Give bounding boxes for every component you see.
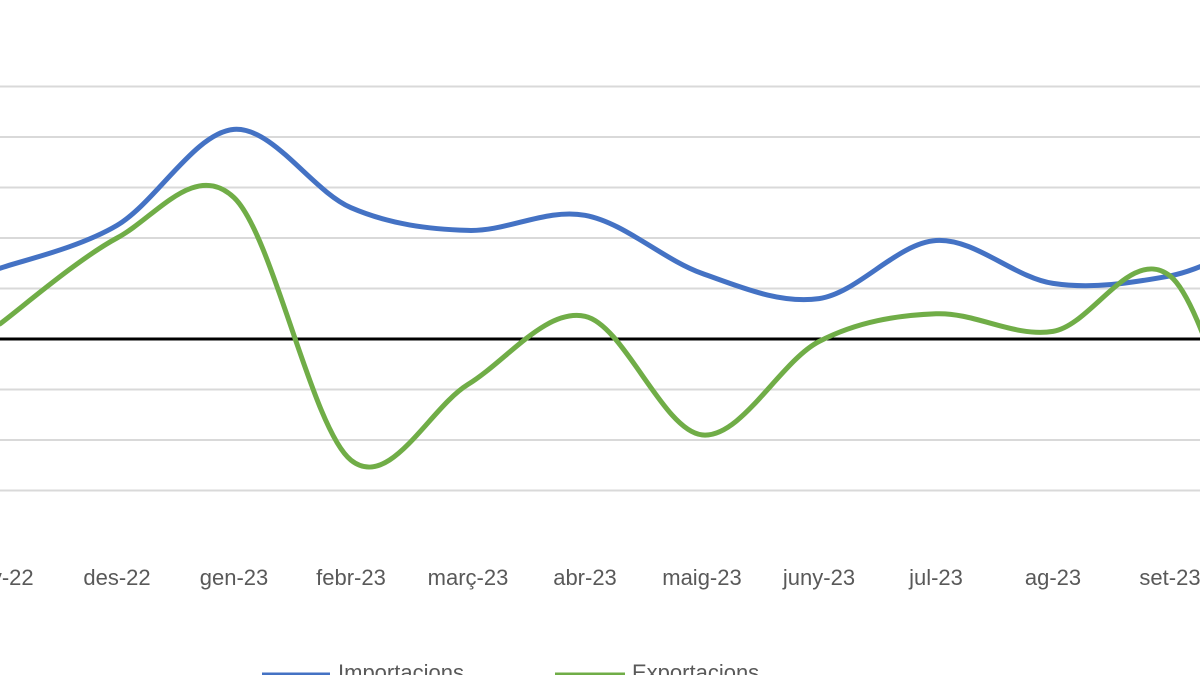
x-tick-label: febr-23 xyxy=(316,565,386,590)
legend-label-importacions: Importacions xyxy=(338,660,464,675)
x-tick-label: set-23 xyxy=(1139,565,1200,590)
x-tick-label: des-22 xyxy=(83,565,150,590)
x-tick-label: maig-23 xyxy=(662,565,741,590)
legend-label-exportacions: Exportacions xyxy=(632,660,759,675)
series-line-exportacions xyxy=(0,182,1200,470)
x-tick-label: jul-23 xyxy=(908,565,963,590)
series-layer xyxy=(0,126,1200,470)
x-tick-label: juny-23 xyxy=(782,565,855,590)
grid-lines xyxy=(0,85,1200,492)
x-tick-label: abr-23 xyxy=(553,565,617,590)
x-tick-label: març-23 xyxy=(428,565,509,590)
x-tick-label: nov-22 xyxy=(0,565,34,590)
x-axis-ticks: nov-22 des-22 gen-23 febr-23 març-23 abr-23 ma… xyxy=(0,565,1200,590)
x-tick-label: gen-23 xyxy=(200,565,269,590)
series-line-importacions xyxy=(0,126,1200,303)
legend: Importacions Exportacions xyxy=(262,660,759,675)
x-tick-label: ag-23 xyxy=(1025,565,1081,590)
